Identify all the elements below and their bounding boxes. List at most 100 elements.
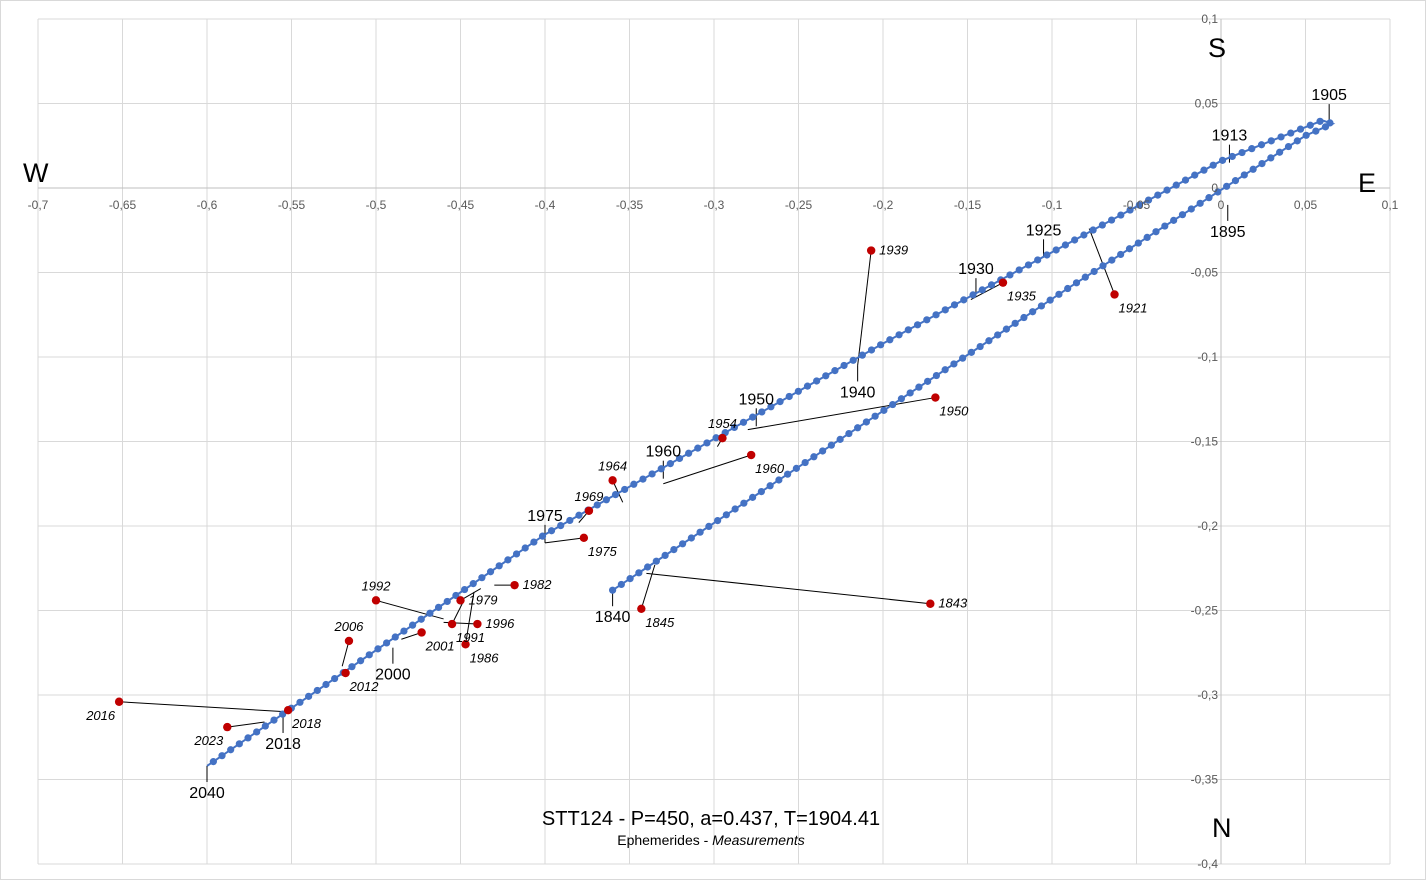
measurement-year-label: 1843 bbox=[938, 596, 968, 611]
ephemeris-point bbox=[1006, 271, 1014, 279]
ephemeris-point bbox=[1248, 145, 1256, 153]
ephemeris-point bbox=[941, 306, 949, 314]
ephemeris-point bbox=[1089, 226, 1097, 234]
ephemeris-point bbox=[1090, 267, 1098, 276]
ephemeris-point bbox=[1209, 161, 1217, 169]
x-tick-label: 0,1 bbox=[1382, 198, 1399, 212]
grid-layer bbox=[37, 18, 1391, 865]
ephemeris-point bbox=[675, 454, 684, 463]
measurement-point bbox=[579, 533, 589, 543]
x-tick-label: -0,15 bbox=[954, 198, 982, 212]
measurement-leader bbox=[747, 397, 936, 431]
ephemeris-point bbox=[635, 569, 643, 577]
ephemeris-point bbox=[1277, 133, 1285, 141]
ephemeris-point bbox=[279, 710, 287, 718]
ephemeris-point bbox=[1276, 148, 1284, 156]
measurement-year-label: 1954 bbox=[708, 416, 737, 431]
ephemeris-point bbox=[443, 597, 451, 606]
label-layer: -0,7 -0,65 -0,6 -0,55 -0,5 -0,45 -0,4 -0,35 -0,3… bbox=[28, 12, 1399, 871]
ephemeris-year-label: 1975 bbox=[527, 508, 563, 525]
ephemeris-point bbox=[305, 692, 313, 700]
measurement-point bbox=[1110, 290, 1119, 299]
ephemeris-point bbox=[253, 728, 261, 736]
ephemeris-point bbox=[609, 586, 617, 594]
ephemeris-point bbox=[1107, 216, 1116, 224]
ephemeris-point bbox=[694, 444, 702, 452]
measurement-leader bbox=[341, 640, 350, 667]
measurement-year-label: 1950 bbox=[939, 404, 969, 419]
ephemeris-point bbox=[626, 575, 634, 583]
ephemeris-point bbox=[657, 465, 665, 473]
ephemeris-point bbox=[950, 360, 958, 368]
ephemeris-point bbox=[739, 418, 748, 426]
measurement-point bbox=[926, 599, 935, 608]
ephemeris-point bbox=[611, 491, 620, 499]
measurement-year-label: 2016 bbox=[85, 708, 116, 723]
measurement-year-label: 1982 bbox=[523, 577, 553, 592]
ephemeris-point bbox=[1154, 191, 1162, 199]
ephemeris-point bbox=[906, 389, 914, 397]
ephemeris-point bbox=[758, 408, 766, 416]
ephemeris-point bbox=[521, 544, 529, 552]
x-tick-label: -0,35 bbox=[616, 198, 644, 212]
ephemeris-point bbox=[530, 538, 538, 546]
ephemeris-point bbox=[1052, 246, 1060, 254]
subtitle-measurements: Measurements bbox=[712, 832, 805, 848]
ephemeris-point bbox=[1287, 129, 1295, 137]
ephemeris-point bbox=[1081, 273, 1089, 281]
ephemeris-point bbox=[575, 511, 583, 519]
chart-title: STT124 - P=450, a=0.437, T=1904.41 bbox=[542, 808, 880, 830]
ephemeris-point bbox=[538, 532, 547, 540]
x-tick-label: 0,05 bbox=[1294, 198, 1318, 212]
ephemeris-point bbox=[1043, 251, 1051, 259]
measurement-year-label: 1845 bbox=[645, 615, 675, 630]
measurement-year-label: 1960 bbox=[755, 461, 785, 476]
y-tick-label: -0,15 bbox=[1191, 435, 1219, 449]
measurement-year-label: 1964 bbox=[598, 458, 627, 473]
ephemeris-point bbox=[661, 551, 669, 560]
measurement-year-label: 2023 bbox=[193, 733, 224, 748]
ephemeris-point bbox=[670, 546, 678, 554]
ephemeris-point bbox=[722, 511, 730, 519]
ephemeris-point bbox=[666, 460, 674, 468]
ephemeris-point bbox=[1135, 201, 1143, 209]
ephemeris-point bbox=[1312, 127, 1320, 135]
ephemeris-point bbox=[827, 441, 835, 449]
measurement-year-label: 1975 bbox=[588, 544, 618, 559]
ephemeris-point bbox=[1267, 154, 1275, 162]
measurement-point bbox=[417, 628, 426, 637]
ephemeris-point bbox=[923, 316, 931, 324]
ephemeris-point bbox=[1144, 196, 1153, 204]
ephemeris-point bbox=[1034, 256, 1042, 264]
ephemeris-year-label: 1925 bbox=[1026, 222, 1062, 239]
measurement-point bbox=[637, 604, 646, 614]
x-tick-label: -0,4 bbox=[535, 198, 556, 212]
ephemeris-point bbox=[1293, 137, 1301, 145]
ephemeris-point bbox=[261, 722, 269, 730]
ephemeris-point bbox=[803, 382, 812, 390]
ephemeris-point bbox=[374, 645, 382, 653]
ephemeris-point bbox=[784, 470, 792, 478]
ephemeris-point bbox=[1099, 262, 1107, 270]
measurement-point bbox=[456, 596, 465, 605]
ephemeris-point bbox=[244, 734, 252, 742]
ephemeris-year-label: 1905 bbox=[1311, 87, 1347, 104]
ephemeris-point bbox=[1161, 222, 1169, 230]
y-tick-label: -0,4 bbox=[1197, 857, 1218, 871]
ephemeris-point bbox=[1231, 177, 1240, 185]
ephemeris-point bbox=[1302, 131, 1310, 139]
ephemeris-point bbox=[810, 453, 818, 461]
ephemeris-point bbox=[880, 406, 888, 414]
ephemeris-point bbox=[976, 342, 984, 351]
ephemeris-point bbox=[639, 475, 647, 483]
measurement-year-label: 1996 bbox=[485, 616, 515, 631]
x-tick-label: -0,55 bbox=[278, 198, 306, 212]
x-tick-label: -0,2 bbox=[873, 198, 894, 212]
ephemeris-point bbox=[1108, 256, 1116, 264]
ephemeris-point bbox=[348, 663, 356, 671]
measurement-point bbox=[341, 668, 350, 678]
measurement-leader bbox=[640, 564, 656, 609]
ephemeris-point bbox=[1015, 266, 1023, 274]
ephemeris-point bbox=[932, 311, 940, 319]
measurement-point bbox=[283, 706, 293, 715]
